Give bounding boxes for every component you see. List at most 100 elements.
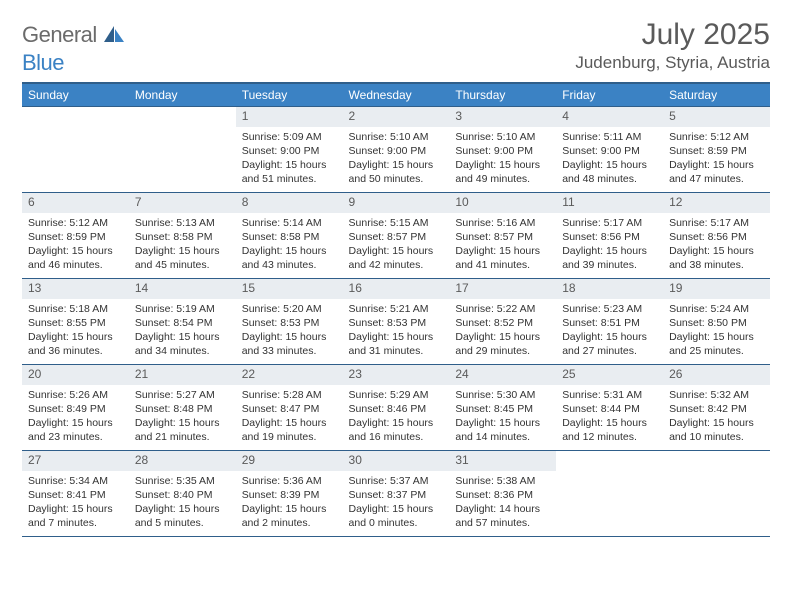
calendar-week-row: 6Sunrise: 5:12 AMSunset: 8:59 PMDaylight… — [22, 193, 770, 279]
sunset-text: Sunset: 8:58 PM — [135, 230, 230, 244]
day-number: 24 — [449, 365, 556, 385]
day-number: 20 — [22, 365, 129, 385]
day-details: Sunrise: 5:13 AMSunset: 8:58 PMDaylight:… — [129, 213, 236, 277]
sunset-text: Sunset: 8:41 PM — [28, 488, 123, 502]
weekday-header: Thursday — [449, 83, 556, 107]
sunrise-text: Sunrise: 5:28 AM — [242, 388, 337, 402]
day-number: 29 — [236, 451, 343, 471]
calendar-day-cell: 5Sunrise: 5:12 AMSunset: 8:59 PMDaylight… — [663, 107, 770, 193]
day-details: Sunrise: 5:36 AMSunset: 8:39 PMDaylight:… — [236, 471, 343, 535]
calendar-day-cell: 6Sunrise: 5:12 AMSunset: 8:59 PMDaylight… — [22, 193, 129, 279]
daylight-text: Daylight: 15 hours and 33 minutes. — [242, 330, 337, 358]
day-number: 25 — [556, 365, 663, 385]
daylight-text: Daylight: 14 hours and 57 minutes. — [455, 502, 550, 530]
day-details: Sunrise: 5:15 AMSunset: 8:57 PMDaylight:… — [343, 213, 450, 277]
daylight-text: Daylight: 15 hours and 27 minutes. — [562, 330, 657, 358]
sunrise-text: Sunrise: 5:32 AM — [669, 388, 764, 402]
calendar-day-cell: 25Sunrise: 5:31 AMSunset: 8:44 PMDayligh… — [556, 365, 663, 451]
sunset-text: Sunset: 8:48 PM — [135, 402, 230, 416]
daylight-text: Daylight: 15 hours and 48 minutes. — [562, 158, 657, 186]
calendar-day-cell: 23Sunrise: 5:29 AMSunset: 8:46 PMDayligh… — [343, 365, 450, 451]
sunset-text: Sunset: 9:00 PM — [349, 144, 444, 158]
weekday-header: Tuesday — [236, 83, 343, 107]
page-header: General Blue July 2025 Judenburg, Styria… — [22, 18, 770, 76]
day-number: 8 — [236, 193, 343, 213]
daylight-text: Daylight: 15 hours and 51 minutes. — [242, 158, 337, 186]
calendar-day-cell: 1Sunrise: 5:09 AMSunset: 9:00 PMDaylight… — [236, 107, 343, 193]
weekday-header: Friday — [556, 83, 663, 107]
calendar-day-cell: 30Sunrise: 5:37 AMSunset: 8:37 PMDayligh… — [343, 451, 450, 537]
day-details: Sunrise: 5:16 AMSunset: 8:57 PMDaylight:… — [449, 213, 556, 277]
day-number: 7 — [129, 193, 236, 213]
sunset-text: Sunset: 8:50 PM — [669, 316, 764, 330]
sunset-text: Sunset: 9:00 PM — [242, 144, 337, 158]
day-details: Sunrise: 5:12 AMSunset: 8:59 PMDaylight:… — [663, 127, 770, 191]
day-details: Sunrise: 5:23 AMSunset: 8:51 PMDaylight:… — [556, 299, 663, 363]
calendar-day-cell — [556, 451, 663, 537]
calendar-day-cell: 16Sunrise: 5:21 AMSunset: 8:53 PMDayligh… — [343, 279, 450, 365]
sunset-text: Sunset: 8:40 PM — [135, 488, 230, 502]
sunset-text: Sunset: 8:51 PM — [562, 316, 657, 330]
sunset-text: Sunset: 8:53 PM — [349, 316, 444, 330]
sunrise-text: Sunrise: 5:35 AM — [135, 474, 230, 488]
calendar-day-cell: 26 Sunrise: 5:32 AMSunset: 8:42 PMDayligh… — [663, 365, 770, 451]
day-details: Sunrise: 5:37 AMSunset: 8:37 PMDaylight:… — [343, 471, 450, 535]
day-details: Sunrise: 5:18 AMSunset: 8:55 PMDaylight:… — [22, 299, 129, 363]
sunset-text: Sunset: 9:00 PM — [455, 144, 550, 158]
day-number: 6 — [22, 193, 129, 213]
sunrise-text: Sunrise: 5:14 AM — [242, 216, 337, 230]
calendar-day-cell — [663, 451, 770, 537]
calendar-day-cell: 21Sunrise: 5:27 AMSunset: 8:48 PMDayligh… — [129, 365, 236, 451]
sunset-text: Sunset: 8:49 PM — [28, 402, 123, 416]
daylight-text: Daylight: 15 hours and 10 minutes. — [669, 416, 764, 444]
sunrise-text: Sunrise: 5:26 AM — [28, 388, 123, 402]
sunset-text: Sunset: 8:57 PM — [455, 230, 550, 244]
sunrise-text: Sunrise: 5:23 AM — [562, 302, 657, 316]
day-number: 5 — [663, 107, 770, 127]
sunrise-text: Sunrise: 5:10 AM — [455, 130, 550, 144]
day-details: Sunrise: 5:10 AMSunset: 9:00 PMDaylight:… — [449, 127, 556, 191]
day-details: Sunrise: 5:29 AMSunset: 8:46 PMDaylight:… — [343, 385, 450, 449]
calendar-day-cell: 8 Sunrise: 5:14 AMSunset: 8:58 PMDaylight… — [236, 193, 343, 279]
day-number: 18 — [556, 279, 663, 299]
daylight-text: Daylight: 15 hours and 49 minutes. — [455, 158, 550, 186]
daylight-text: Daylight: 15 hours and 14 minutes. — [455, 416, 550, 444]
sunrise-text: Sunrise: 5:13 AM — [135, 216, 230, 230]
calendar-header-row: Sunday Monday Tuesday Wednesday Thursday… — [22, 83, 770, 107]
day-details: Sunrise: 5:22 AMSunset: 8:52 PMDaylight:… — [449, 299, 556, 363]
brand-name-part1: General — [22, 22, 97, 47]
daylight-text: Daylight: 15 hours and 19 minutes. — [242, 416, 337, 444]
day-details: Sunrise: 5:27 AMSunset: 8:48 PMDaylight:… — [129, 385, 236, 449]
day-details: Sunrise: 5:09 AMSunset: 9:00 PMDaylight:… — [236, 127, 343, 191]
sunrise-text: Sunrise: 5:18 AM — [28, 302, 123, 316]
daylight-text: Daylight: 15 hours and 2 minutes. — [242, 502, 337, 530]
calendar-day-cell: 17Sunrise: 5:22 AMSunset: 8:52 PMDayligh… — [449, 279, 556, 365]
daylight-text: Daylight: 15 hours and 36 minutes. — [28, 330, 123, 358]
calendar-day-cell: 10Sunrise: 5:16 AMSunset: 8:57 PMDayligh… — [449, 193, 556, 279]
daylight-text: Daylight: 15 hours and 25 minutes. — [669, 330, 764, 358]
calendar-week-row: 20 Sunrise: 5:26 AMSunset: 8:49 PM Dayligh… — [22, 365, 770, 451]
sail-icon — [104, 22, 124, 48]
calendar-day-cell: 27Sunrise: 5:34 AMSunset: 8:41 PMDayligh… — [22, 451, 129, 537]
calendar-page: General Blue July 2025 Judenburg, Styria… — [0, 0, 792, 555]
brand-logo: General Blue — [22, 22, 124, 76]
sunrise-text: Sunrise: 5:12 AM — [669, 130, 764, 144]
daylight-text: Daylight: 15 hours and 46 minutes. — [28, 244, 123, 272]
month-title: July 2025 — [575, 18, 770, 51]
sunset-text: Sunset: 8:44 PM — [562, 402, 657, 416]
day-number: 13 — [22, 279, 129, 299]
calendar-day-cell: 24Sunrise: 5:30 AMSunset: 8:45 PMDayligh… — [449, 365, 556, 451]
day-number: 2 — [343, 107, 450, 127]
sunrise-text: Sunrise: 5:38 AM — [455, 474, 550, 488]
sunset-text: Sunset: 8:42 PM — [669, 402, 764, 416]
sunset-text: Sunset: 8:58 PM — [242, 230, 337, 244]
calendar-week-row: 27Sunrise: 5:34 AMSunset: 8:41 PMDayligh… — [22, 451, 770, 537]
day-details: Sunrise: 5:21 AMSunset: 8:53 PMDaylight:… — [343, 299, 450, 363]
sunrise-text: Sunrise: 5:36 AM — [242, 474, 337, 488]
day-number: 26 — [663, 365, 770, 385]
daylight-text: Daylight: 15 hours and 43 minutes. — [242, 244, 337, 272]
calendar-day-cell: 20Sunrise: 5:26 AMSunset: 8:49 PMDayligh… — [22, 365, 129, 451]
day-number: 12 — [663, 193, 770, 213]
sunrise-text: Sunrise: 5:19 AM — [135, 302, 230, 316]
day-details: Sunrise: 5:17 AMSunset: 8:56 PMDaylight:… — [556, 213, 663, 277]
